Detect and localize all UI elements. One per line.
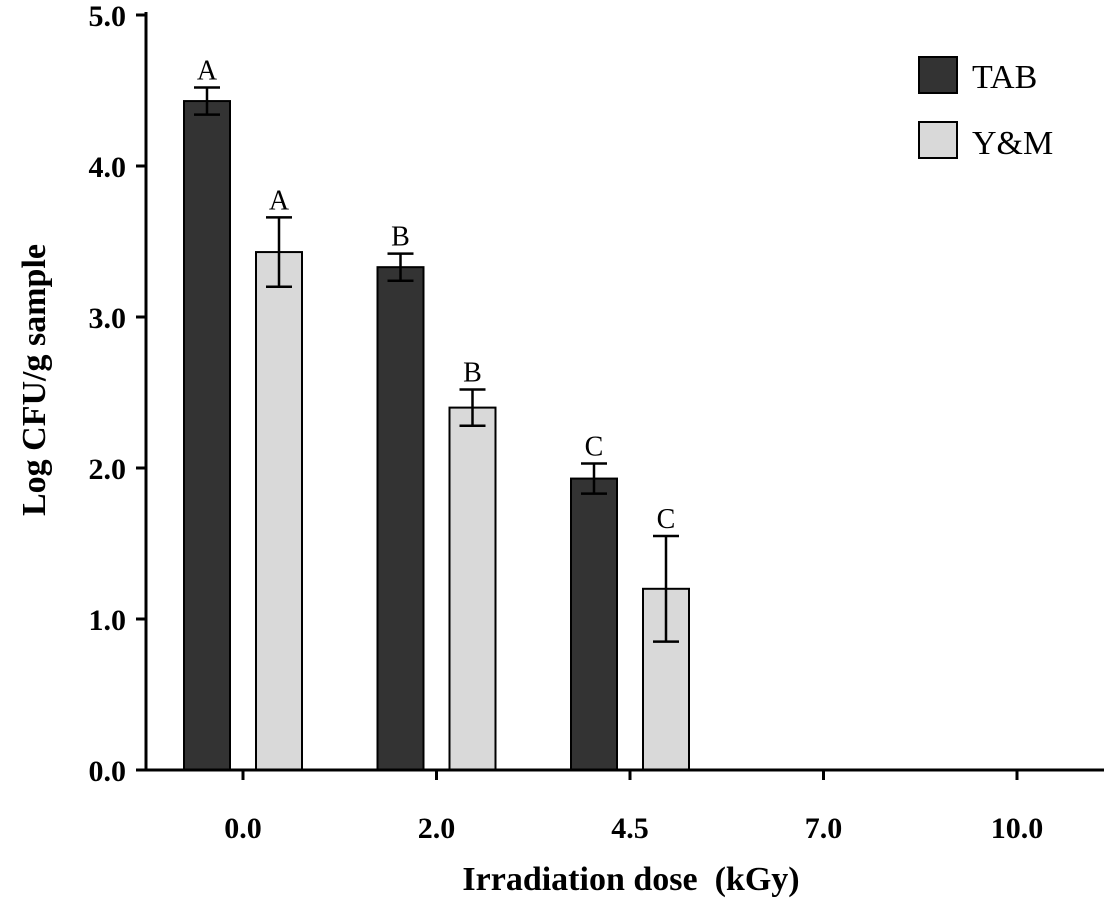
significance-letter: B — [463, 357, 482, 388]
x-axis-title: Irradiation dose (kGy) — [462, 861, 799, 898]
legend-swatch-ym — [918, 121, 958, 159]
x-tick-label: 2.0 — [418, 812, 456, 845]
x-tick-label: 7.0 — [805, 812, 843, 845]
significance-letter: A — [197, 55, 218, 86]
bar-tab — [183, 100, 231, 771]
bar-ym — [448, 406, 497, 771]
x-tick-label: 0.0 — [224, 812, 262, 845]
y-tick-label: 1.0 — [89, 604, 127, 637]
bars-layer: A A B B C C — [183, 55, 690, 771]
y-tick-label: 3.0 — [89, 302, 127, 335]
y-tick-label: 0.0 — [89, 755, 127, 788]
y-tick-label: 4.0 — [89, 151, 127, 184]
significance-letter: C — [657, 504, 676, 535]
bar-ym — [255, 251, 303, 771]
bar-tab — [376, 266, 425, 771]
ticks-layer: 0.0 1.0 2.0 3.0 4.0 5.0 0.0 2.0 4.5 7.0 10.0 — [89, 0, 1044, 845]
bar-tab — [570, 477, 618, 771]
legend: TAB Y&M — [918, 56, 1053, 162]
y-tick-label: 2.0 — [89, 453, 127, 486]
legend-label-tab: TAB — [972, 59, 1037, 96]
significance-letter: A — [269, 185, 290, 216]
significance-letter: C — [585, 431, 604, 462]
significance-letter: B — [391, 222, 410, 253]
x-tick-label: 10.0 — [991, 812, 1044, 845]
legend-swatch-tab — [918, 56, 958, 94]
x-tick-label: 4.5 — [611, 812, 649, 845]
legend-label-ym: Y&M — [972, 125, 1053, 162]
axes-layer — [144, 12, 1104, 772]
y-tick-label: 5.0 — [89, 0, 127, 33]
y-axis-title: Log CFU/g sample — [16, 244, 53, 516]
